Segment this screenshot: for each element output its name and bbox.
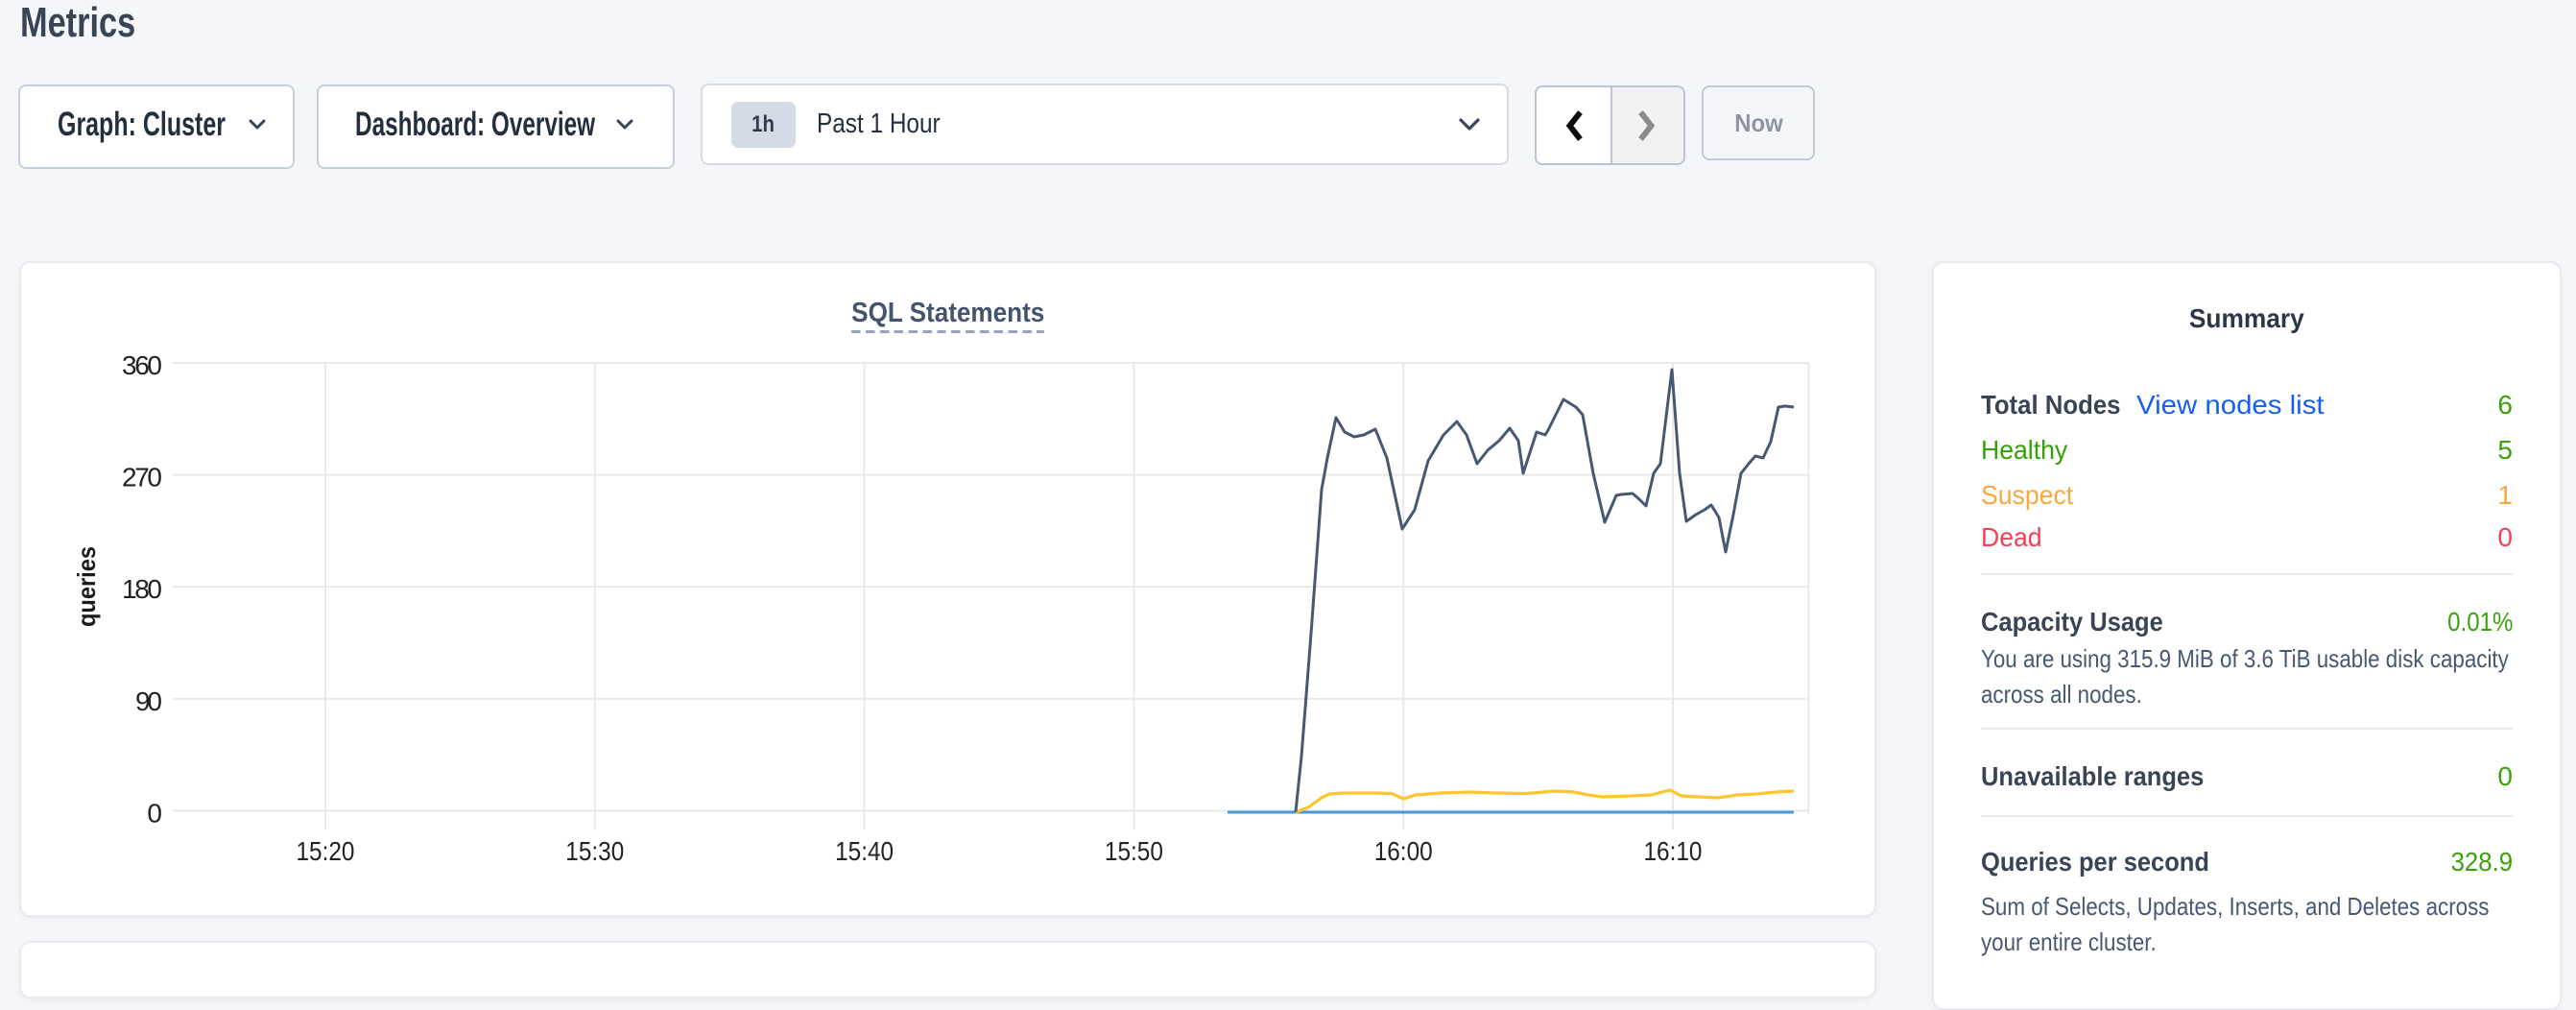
svg-text:0: 0 [147,799,162,829]
svg-text:15:20: 15:20 [297,836,355,866]
svg-text:270: 270 [122,463,162,493]
svg-text:360: 360 [122,350,162,380]
svg-text:90: 90 [135,686,162,716]
svg-text:16:00: 16:00 [1374,836,1433,866]
svg-text:16:10: 16:10 [1644,836,1703,866]
svg-text:15:40: 15:40 [835,836,894,866]
svg-text:180: 180 [122,574,162,604]
svg-text:queries: queries [72,546,101,627]
svg-text:15:30: 15:30 [565,836,624,866]
svg-text:15:50: 15:50 [1105,836,1163,866]
